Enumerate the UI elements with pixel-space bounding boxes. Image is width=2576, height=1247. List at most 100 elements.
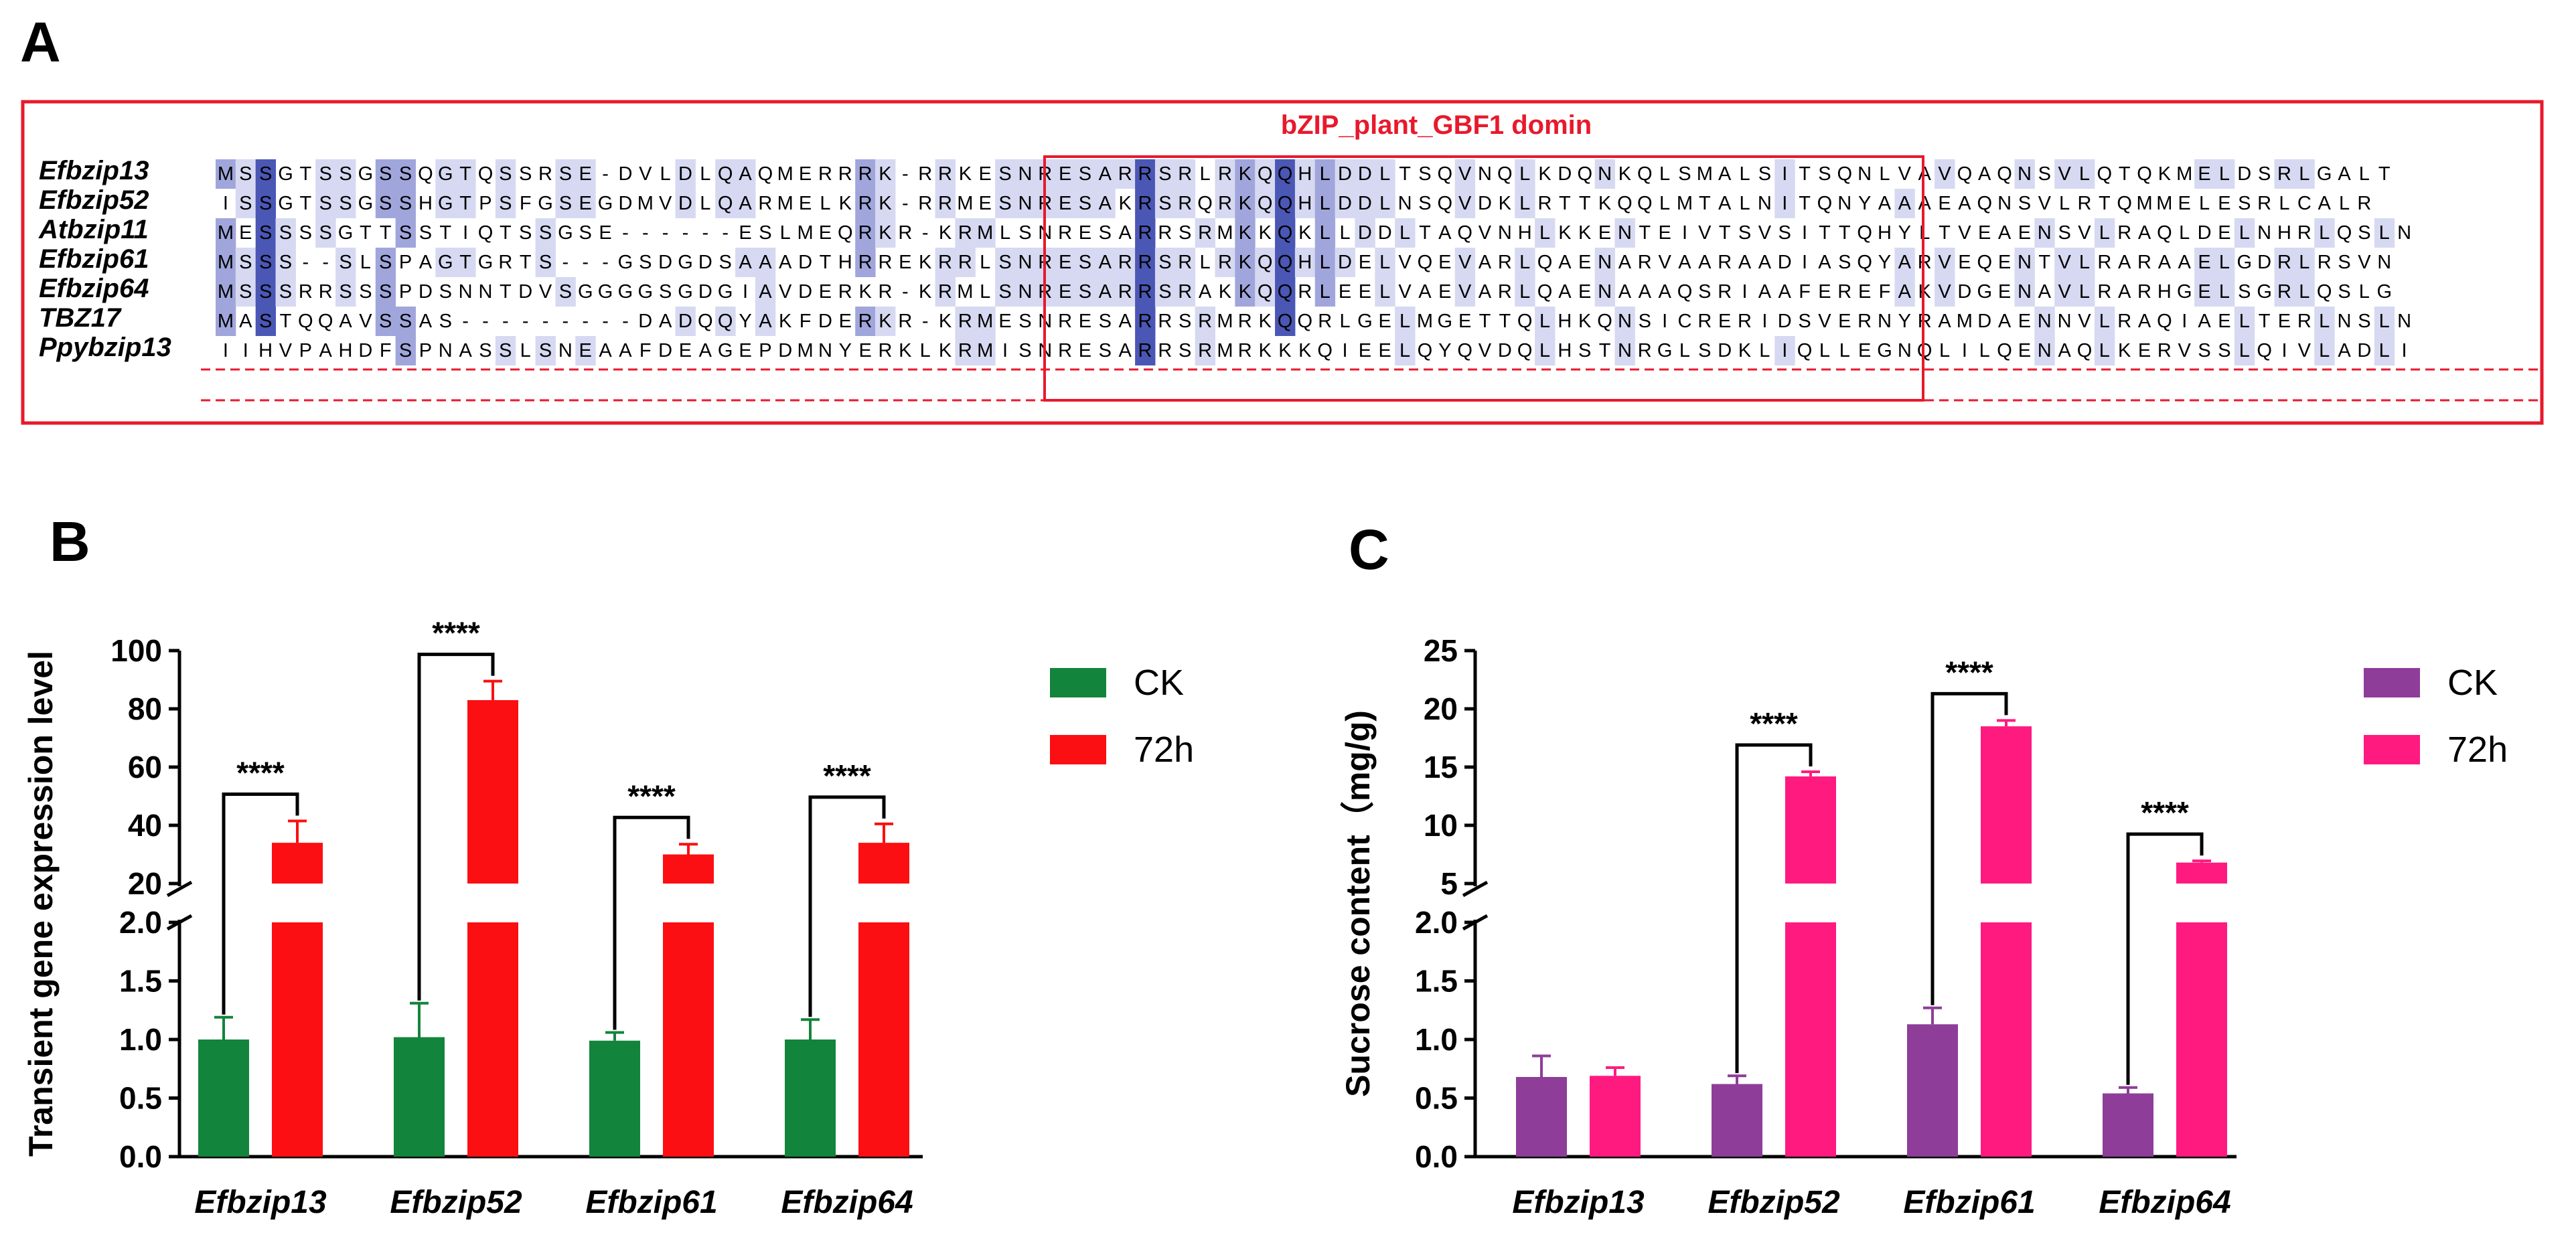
residue: Q <box>698 311 713 332</box>
residue-shade <box>2074 277 2095 307</box>
residue-shade <box>235 189 256 218</box>
residue: L <box>1399 222 1410 244</box>
residue: T <box>1819 222 1831 244</box>
residue: A <box>1898 252 1912 273</box>
residue-shade <box>1175 159 1196 189</box>
residue: A <box>1658 281 1671 303</box>
residue-shade <box>555 277 576 307</box>
residue: E <box>239 222 252 244</box>
residue-shade <box>1515 248 1535 277</box>
residue: E <box>2278 311 2291 332</box>
bar <box>272 922 323 1157</box>
residue: M <box>1697 163 1713 185</box>
residue: E <box>739 340 751 361</box>
residue: E <box>2198 163 2210 185</box>
residue: G <box>1877 340 1892 361</box>
residue: R <box>938 193 952 214</box>
residue: R <box>838 163 852 185</box>
bar <box>785 1040 836 1157</box>
residue: R <box>1138 281 1152 303</box>
residue: L <box>2379 340 2390 361</box>
residue: N <box>439 340 453 361</box>
bar <box>589 1040 640 1157</box>
residue: V <box>359 311 372 332</box>
residue: R <box>1918 252 1932 273</box>
y-tick-label: 5 <box>1440 866 1458 901</box>
bar <box>272 843 323 884</box>
residue: Q <box>1258 281 1273 303</box>
residue: Q <box>1418 252 1433 273</box>
residue: Q <box>2117 193 2132 214</box>
residue: L <box>1659 163 1670 185</box>
residue-shade <box>935 189 956 218</box>
residue-shade <box>1355 159 1375 189</box>
residue: E <box>998 311 1011 332</box>
residue: V <box>1479 222 1492 244</box>
residue: A <box>739 252 752 273</box>
residue: A <box>2038 281 2052 303</box>
residue: T <box>1479 311 1491 332</box>
residue: R <box>1118 281 1132 303</box>
residue: R <box>1178 193 1192 214</box>
residue: I <box>743 281 748 303</box>
residue: L <box>1320 281 1331 303</box>
residue: S <box>519 222 532 244</box>
residue: L <box>360 252 371 273</box>
residue: M <box>218 252 234 273</box>
residue: - <box>522 311 529 332</box>
residue: T <box>2038 252 2050 273</box>
residue-shade <box>855 189 876 218</box>
residue: E <box>979 193 992 214</box>
residue-shade <box>535 218 556 248</box>
residue: L <box>1519 163 1530 185</box>
residue: R <box>1058 311 1072 332</box>
residue: R <box>1178 163 1192 185</box>
residue: I <box>1742 281 1747 303</box>
residue: S <box>1179 311 1191 332</box>
residue: - <box>582 252 589 273</box>
residue: R <box>1158 311 1172 332</box>
residue: Q <box>478 163 494 185</box>
residue: L <box>1539 311 1550 332</box>
residue-shade <box>2194 277 2215 307</box>
residue: Q <box>418 163 433 185</box>
residue: S <box>1018 311 1031 332</box>
x-tick-label: Efbzip52 <box>390 1185 522 1220</box>
residue: L <box>2299 163 2309 185</box>
residue: D <box>2237 163 2251 185</box>
residue: K <box>879 222 892 244</box>
residue: S <box>1838 252 1851 273</box>
residue: L <box>1539 222 1550 244</box>
residue-shade <box>1175 248 1196 277</box>
residue: N <box>2377 252 2391 273</box>
residue: N <box>818 340 832 361</box>
residue: L <box>1939 340 1950 361</box>
residue-shade <box>1535 336 1556 365</box>
residue-shade <box>255 159 277 189</box>
residue: A <box>1878 193 1892 214</box>
residue: A <box>1618 281 1632 303</box>
residue: M <box>1417 311 1433 332</box>
residue: A <box>1998 311 2012 332</box>
residue: A <box>619 340 632 361</box>
residue: H <box>2157 281 2172 303</box>
residue: A <box>699 340 712 361</box>
residue: N <box>2018 163 2032 185</box>
residue-shade <box>2094 336 2115 365</box>
residue: A <box>1479 252 1492 273</box>
residue: V <box>1479 340 1492 361</box>
residue-shade <box>1095 189 1116 218</box>
residue: A <box>419 252 433 273</box>
residue: R <box>958 222 972 244</box>
residue: E <box>979 163 992 185</box>
residue: - <box>902 281 909 303</box>
residue: V <box>779 281 792 303</box>
sequence-names: Efbzip13Efbzip52Atbzip11Efbzip61Efbzip64… <box>38 156 171 362</box>
residue: A <box>1678 252 1691 273</box>
significance-bracket <box>1930 691 2008 1005</box>
residue-shade <box>2314 336 2335 365</box>
residue-shade <box>2094 218 2115 248</box>
residue: M <box>2176 163 2192 185</box>
residue-shade <box>1075 277 1095 307</box>
residue: S <box>379 193 392 214</box>
